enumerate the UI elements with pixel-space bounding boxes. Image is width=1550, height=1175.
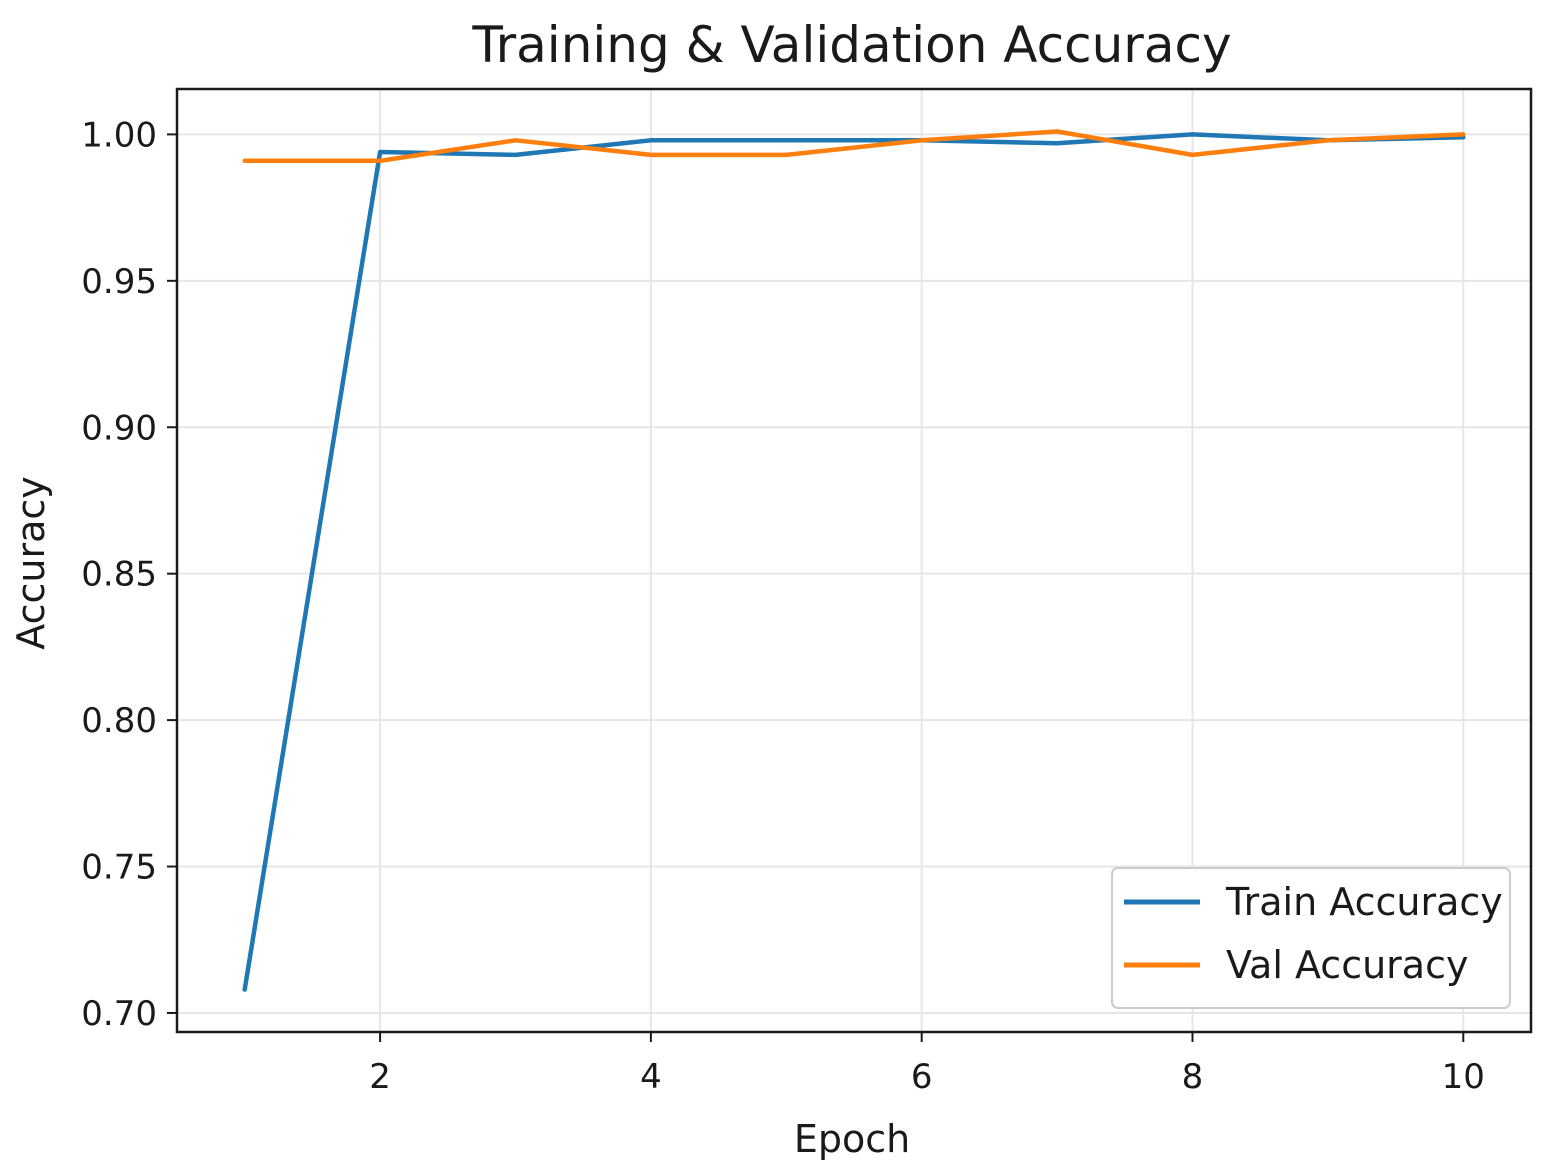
y-tick-label: 1.00 — [81, 115, 157, 155]
y-tick-label: 0.75 — [81, 848, 157, 888]
x-tick-label: 6 — [911, 1057, 933, 1097]
chart-title: Training & Validation Accuracy — [471, 16, 1231, 74]
x-tick-label: 8 — [1182, 1057, 1204, 1097]
x-axis-ticks: 2 4 6 8 10 — [369, 1032, 1485, 1097]
x-tick-label: 4 — [640, 1057, 662, 1097]
y-axis-ticks: 0.70 0.75 0.80 0.85 0.90 0.95 1.00 — [81, 115, 177, 1034]
x-axis-label: Epoch — [794, 1117, 910, 1161]
series-line-val-accuracy — [242, 129, 1466, 164]
y-tick-label: 0.85 — [81, 555, 157, 595]
y-tick-label: 0.90 — [81, 408, 157, 448]
x-tick-label: 10 — [1442, 1057, 1485, 1097]
legend-label-val: Val Accuracy — [1226, 943, 1468, 987]
y-tick-label: 0.80 — [81, 701, 157, 741]
y-tick-label: 0.70 — [81, 994, 157, 1034]
series-lines — [242, 129, 1466, 992]
series-line-train-accuracy — [242, 132, 1466, 992]
plot-area — [175, 87, 1533, 1034]
y-axis-label: Accuracy — [9, 476, 53, 650]
legend-box — [1111, 867, 1511, 1009]
x-tick-label: 2 — [369, 1057, 391, 1097]
legend: Train Accuracy Val Accuracy — [1111, 867, 1511, 1009]
grid — [177, 89, 1531, 1032]
legend-label-train: Train Accuracy — [1225, 880, 1503, 924]
y-tick-label: 0.95 — [81, 262, 157, 302]
